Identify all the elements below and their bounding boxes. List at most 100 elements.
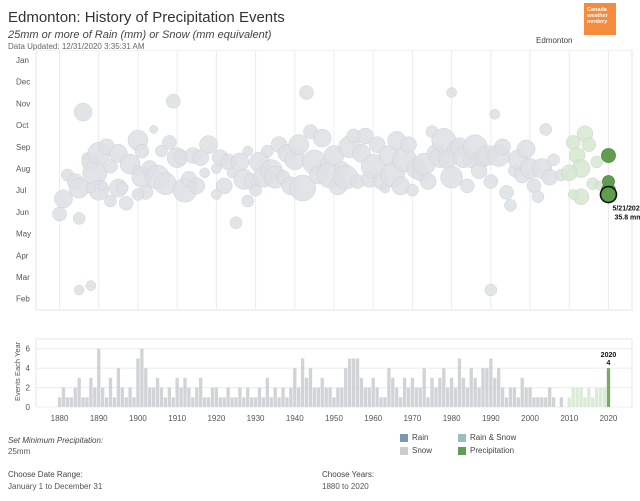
date-range-value[interactable]: January 1 to December 31 (8, 482, 103, 491)
highlighted-bubble (599, 185, 618, 204)
year-bar (97, 348, 101, 407)
bubble-point (85, 280, 97, 291)
years-value[interactable]: 1880 to 2020 (322, 482, 369, 491)
bubble-point (590, 155, 603, 169)
year-bar (477, 387, 481, 407)
year-bar (269, 397, 273, 407)
year-bar (493, 377, 497, 407)
y-tick-label: Apr (16, 251, 29, 260)
bubble-point (261, 144, 274, 158)
year-bar (297, 387, 301, 407)
x-tick-label: 1910 (168, 414, 186, 423)
year-bar (73, 387, 77, 407)
weather-nerdery-logo[interactable]: Canada weather nerdery (584, 3, 616, 35)
year-bar (253, 397, 258, 407)
year-bar (281, 387, 285, 407)
year-bar (442, 368, 446, 407)
rain-swatch (400, 433, 408, 442)
legend-rain-snow-label: Rain & Snow (470, 433, 517, 442)
legend: Rain Rain & Snow Snow Precipitation (400, 433, 620, 463)
min-precip-value[interactable]: 25mm (8, 447, 31, 456)
bubble-point (581, 137, 597, 152)
year-bar (93, 387, 97, 407)
year-bar (551, 397, 556, 407)
year-bar (457, 358, 462, 407)
year-bar (246, 387, 250, 407)
bubble-point (73, 102, 93, 122)
year-bar (218, 397, 222, 407)
legend-item-precipitation[interactable]: Precipitation (458, 446, 514, 455)
year-bar (199, 377, 203, 407)
year-bar (387, 368, 391, 407)
bar-chart[interactable]: Events Each Year 0 2 4 6 1880 1890 1900 1910 1920… (0, 335, 640, 430)
year-bar (540, 397, 544, 407)
x-tick-label: 1900 (129, 414, 147, 423)
x-tick-label: 2000 (521, 414, 539, 423)
bubble-chart[interactable]: 1880189019001910192019301940195019601970… (0, 50, 640, 320)
bubble-point (72, 212, 86, 225)
bubble-point (460, 178, 475, 194)
bubble-point (288, 134, 309, 155)
date-range-label: Choose Date Range: (8, 470, 83, 479)
year-bar (230, 397, 234, 407)
year-bar (100, 387, 105, 407)
year-bar (398, 397, 403, 407)
year-bar (406, 387, 411, 407)
year-bar (285, 397, 289, 407)
bubble-point (215, 177, 233, 195)
year-bar (179, 387, 183, 407)
legend-rain-label: Rain (412, 433, 429, 442)
year-bar (191, 397, 195, 407)
year-bar (128, 387, 132, 407)
year-bar (453, 387, 458, 407)
year-bar (430, 377, 434, 407)
year-bar (379, 397, 383, 407)
x-tick-label: 1960 (364, 414, 382, 423)
bubble-point (400, 136, 417, 153)
bubble-point (516, 139, 536, 159)
year-bar (293, 368, 297, 407)
legend-item-snow[interactable]: Snow (400, 446, 432, 455)
bubble-point (368, 136, 386, 153)
year-bar (598, 387, 603, 407)
year-bar (108, 377, 113, 407)
bubble-point (199, 167, 210, 179)
legend-item-rain[interactable]: Rain (400, 433, 428, 442)
year-bar (175, 377, 179, 407)
year-bar (602, 387, 607, 407)
year-bar (469, 368, 473, 407)
page-subtitle: 25mm or more of Rain (mm) or Snow (mm eq… (8, 29, 272, 41)
x-tick-label: 1940 (286, 414, 304, 423)
year-bar (571, 387, 575, 407)
year-bar (583, 397, 587, 407)
year-bar (461, 377, 466, 407)
y-axis-label: Events Each Year (13, 341, 22, 401)
year-bar (234, 397, 238, 407)
bubble-point (289, 174, 316, 202)
year-bar (226, 387, 230, 407)
year-bar (375, 387, 379, 407)
year-bar (344, 368, 348, 407)
y-tick-label: Jul (16, 186, 26, 195)
page-title: Edmonton: History of Precipitation Event… (8, 9, 285, 26)
year-bar (547, 387, 552, 407)
year-bar (332, 397, 336, 407)
year-bar (85, 397, 89, 407)
year-bar (402, 377, 407, 407)
legend-item-rain-snow[interactable]: Rain & Snow (458, 433, 516, 442)
legend-precipitation-label: Precipitation (470, 446, 515, 455)
bubble-point (446, 87, 457, 98)
year-bar (214, 387, 219, 407)
x-tick-label: 1990 (482, 414, 500, 423)
year-bar (120, 387, 124, 407)
data-updated-text: Data Updated: 12/31/2020 3:35:31 AM (8, 42, 145, 51)
bubble-point (241, 194, 254, 208)
year-bar (348, 358, 352, 407)
bubble-point (242, 145, 253, 157)
bubble-point (484, 283, 498, 297)
x-tick-label: 1970 (404, 414, 422, 423)
year-bar (104, 397, 109, 407)
year-bar (124, 397, 128, 407)
year-bar (434, 387, 438, 407)
year-bar (300, 358, 305, 407)
